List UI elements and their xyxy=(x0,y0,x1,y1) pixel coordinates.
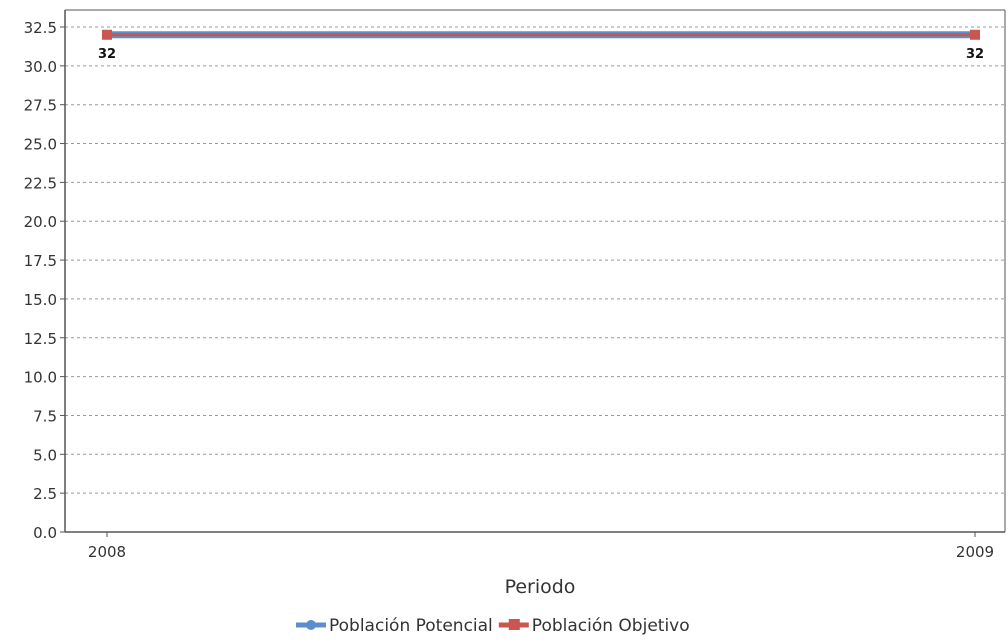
grid-lines xyxy=(65,26,1005,494)
legend-marker xyxy=(508,619,520,630)
y-tick-label: 30.0 xyxy=(24,58,57,76)
x-axis-ticks: 2008 2009 xyxy=(88,532,994,561)
y-tick-label: 22.5 xyxy=(24,174,57,192)
legend-label: Población Potencial xyxy=(329,616,493,636)
y-tick-label: 27.5 xyxy=(24,97,57,115)
y-tick-label: 10.0 xyxy=(24,369,57,387)
x-tick-label: 2008 xyxy=(88,543,126,561)
data-point-2 xyxy=(970,29,980,40)
legend-item-1[interactable]: Población Potencial xyxy=(296,616,493,636)
y-tick-label: 2.5 xyxy=(33,485,57,503)
legend[interactable]: Población Potencial Población Objetivo xyxy=(296,616,690,636)
data-labels: 32 32 xyxy=(98,47,984,62)
y-tick-label: 15.0 xyxy=(24,291,57,309)
legend-label: Población Objetivo xyxy=(532,616,690,636)
x-tick-label: 2009 xyxy=(956,543,994,561)
y-tick-label: 17.5 xyxy=(24,252,57,270)
legend-marker xyxy=(306,620,316,630)
y-axis-ticks: 0.0 2.5 5.0 7.5 10.0 12.5 15.0 17.5 20.0 22.5 25.0… xyxy=(24,19,65,542)
y-tick-label: 7.5 xyxy=(33,407,57,425)
y-tick-label: 32.5 xyxy=(24,19,57,37)
data-point-2 xyxy=(102,29,112,40)
y-tick-label: 0.0 xyxy=(33,524,57,542)
data-label: 32 xyxy=(98,47,116,62)
y-tick-label: 12.5 xyxy=(24,330,57,348)
y-tick-label: 25.0 xyxy=(24,136,57,154)
series-lines xyxy=(102,29,980,40)
data-label: 32 xyxy=(966,47,984,62)
y-tick-label: 5.0 xyxy=(33,446,57,464)
x-axis-title: Periodo xyxy=(505,576,576,598)
legend-item-2[interactable]: Población Objetivo xyxy=(498,616,690,636)
y-tick-label: 20.0 xyxy=(24,213,57,231)
